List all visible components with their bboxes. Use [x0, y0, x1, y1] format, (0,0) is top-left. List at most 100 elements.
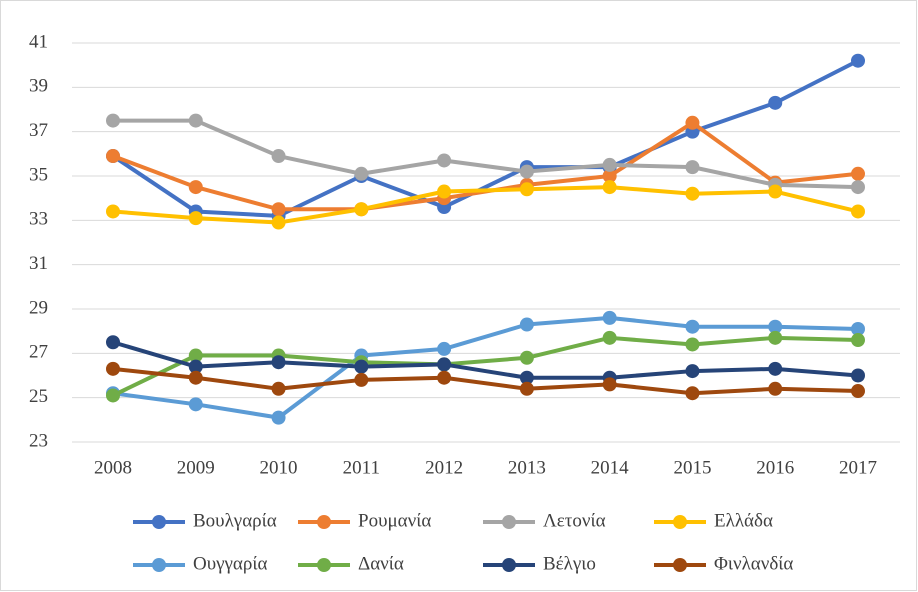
x-tick-label: 2012 — [425, 457, 463, 478]
data-point — [437, 341, 452, 356]
legend-marker — [317, 558, 331, 572]
data-point — [437, 184, 452, 199]
data-point — [271, 355, 286, 370]
data-point — [188, 211, 203, 226]
y-tick-label: 39 — [29, 76, 48, 97]
x-tick-label: 2014 — [591, 457, 630, 478]
x-tick-label: 2015 — [673, 457, 711, 478]
data-point — [106, 113, 120, 128]
y-tick-label: 35 — [29, 164, 48, 185]
y-tick-label: 31 — [29, 253, 48, 274]
data-point — [437, 370, 452, 385]
data-point — [851, 321, 865, 336]
data-point — [768, 319, 783, 334]
x-tick-label: 2011 — [343, 457, 380, 478]
legend-marker — [152, 515, 166, 529]
data-point — [188, 348, 203, 363]
series-line — [112, 335, 859, 398]
data-point — [685, 160, 700, 175]
legend-marker — [152, 558, 166, 572]
data-point — [354, 372, 369, 387]
data-point — [602, 377, 617, 392]
data-point — [685, 115, 700, 130]
data-point — [768, 184, 783, 199]
data-point — [685, 186, 700, 201]
data-point — [602, 180, 617, 195]
x-tick-label: 2013 — [508, 457, 546, 478]
data-point — [519, 350, 534, 365]
x-tick-label: 2010 — [260, 457, 298, 478]
data-point — [851, 333, 865, 348]
data-point — [851, 368, 865, 383]
data-point — [188, 180, 203, 195]
data-point — [519, 381, 534, 396]
series-line — [111, 58, 859, 218]
legend-marker — [673, 558, 687, 572]
y-tick-label: 37 — [29, 120, 48, 141]
data-point — [188, 359, 203, 374]
data-point — [851, 384, 865, 399]
data-point — [602, 169, 617, 183]
data-point — [188, 113, 203, 128]
series-line — [112, 315, 859, 420]
legend-marker — [317, 515, 331, 529]
data-point — [106, 149, 120, 164]
data-point — [437, 153, 452, 168]
data-point — [851, 180, 865, 195]
data-point — [106, 204, 120, 219]
data-point — [602, 330, 617, 345]
y-tick-label: 41 — [29, 31, 48, 52]
y-tick-label: 27 — [29, 342, 48, 363]
data-point — [106, 335, 120, 350]
legend-label: Ρουμανία — [358, 510, 431, 531]
data-point — [354, 202, 369, 217]
data-point — [519, 164, 534, 179]
data-point — [271, 381, 286, 396]
legend-marker — [673, 515, 687, 529]
x-tick-label: 2008 — [94, 457, 132, 478]
data-point — [271, 149, 286, 164]
legend-marker — [502, 558, 516, 572]
data-point — [851, 53, 865, 68]
data-point — [106, 388, 120, 403]
legend-label: Βουλγαρία — [193, 510, 277, 531]
data-point — [851, 166, 865, 181]
legend-label: Δανία — [358, 553, 404, 574]
data-point — [519, 370, 534, 385]
series-line — [113, 118, 859, 190]
data-point — [271, 202, 286, 217]
y-tick-label: 25 — [29, 386, 48, 407]
data-point — [685, 337, 700, 352]
legend-label: Ελλάδα — [714, 510, 773, 531]
legend-label: Βέλγιο — [543, 553, 596, 574]
data-point — [602, 157, 617, 172]
data-point — [188, 397, 203, 412]
x-tick-label: 2017 — [839, 457, 877, 478]
data-point — [188, 370, 203, 385]
data-point — [851, 204, 865, 219]
data-point — [602, 310, 617, 325]
series-line — [112, 366, 859, 396]
data-point — [437, 357, 452, 372]
legend-label: Λετονία — [543, 510, 606, 531]
data-point — [768, 381, 783, 396]
data-point — [106, 361, 120, 376]
data-point — [354, 359, 369, 374]
data-point — [768, 361, 783, 376]
y-tick-label: 23 — [29, 430, 48, 451]
legend-marker — [502, 515, 516, 529]
y-tick-label: 29 — [29, 297, 48, 318]
y-tick-label: 33 — [29, 209, 48, 230]
data-point — [768, 330, 783, 345]
data-point — [354, 166, 369, 181]
x-tick-label: 2016 — [756, 457, 794, 478]
data-point — [519, 317, 534, 332]
series-line — [112, 340, 859, 380]
data-point — [685, 319, 700, 334]
legend-label: Φινλανδία — [714, 553, 793, 574]
data-point — [768, 95, 783, 110]
data-point — [685, 386, 700, 401]
x-tick-label: 2009 — [177, 457, 215, 478]
